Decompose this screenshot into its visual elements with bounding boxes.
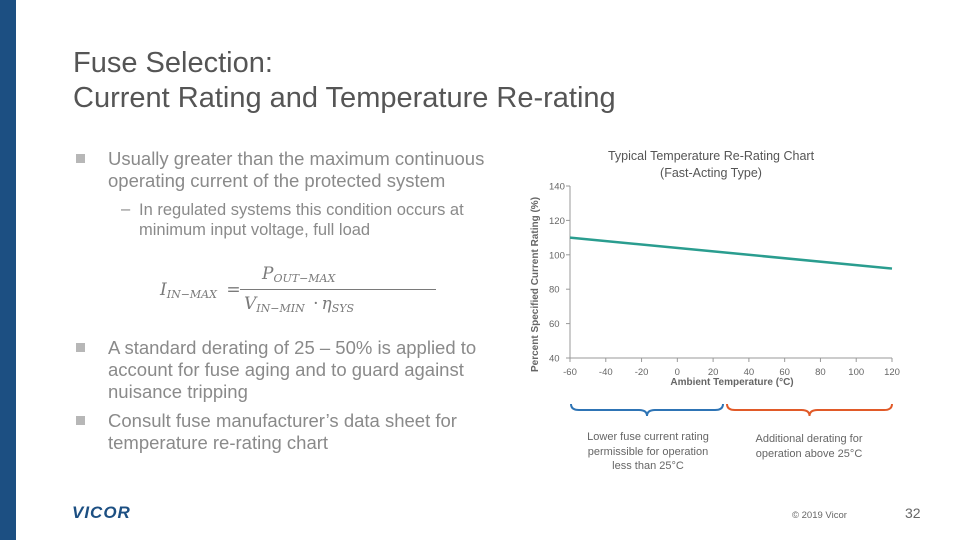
left-note-line-1: Lower fuse current rating <box>587 431 709 443</box>
bullet-2-line-1: A standard derating of 25 – 50% is appli… <box>108 337 477 358</box>
formula-lhs-var: I <box>160 280 167 300</box>
formula-equals: = <box>226 280 241 300</box>
left-note-line-2: permissible for operation <box>587 445 709 458</box>
chart-y-axis-label: Percent Specified Current Rating (%) <box>530 196 541 372</box>
formula-lhs: IIN−MAX = <box>160 280 241 301</box>
bullet-marker <box>76 343 85 352</box>
y-tick-label: 140 <box>549 182 565 193</box>
bullet-marker <box>76 154 85 163</box>
formula-den-var2: η <box>321 294 332 314</box>
left-accent-bar <box>0 0 16 540</box>
bullet-2-line-3: nuisance tripping <box>108 381 248 402</box>
formula-den-sub: IN−MIN <box>256 302 305 315</box>
vicor-logo: VICOR <box>72 503 131 522</box>
sub-bullet-1-text: In regulated systems this condition occu… <box>139 201 464 240</box>
brace-below-25c <box>570 403 724 417</box>
chart-x-axis-label: Ambient Temperature (°C) <box>670 377 794 388</box>
bullet-marker <box>76 416 85 425</box>
brace-above-25c <box>726 403 893 417</box>
left-note-line-3: less than 25°C <box>612 460 684 472</box>
chart-subtitle-line: (Fast-Acting Type) <box>660 166 762 180</box>
bullet-3-text: Consult fuse manufacturer’s data sheet f… <box>108 410 457 454</box>
chart-title-line: Typical Temperature Re-Rating Chart <box>607 149 815 163</box>
y-tick-label: 100 <box>549 250 565 261</box>
page-title: Fuse Selection: Current Rating and Tempe… <box>73 46 616 116</box>
bullet-1-line-2: operating current of the protected syste… <box>108 170 446 191</box>
copyright-text: © 2019 Vicor <box>792 510 847 521</box>
formula-den-var: V <box>244 294 257 314</box>
bullet-1-line-1: Usually greater than the maximum continu… <box>108 148 485 169</box>
right-note-line-1: Additional derating for <box>755 433 863 445</box>
chart-title: Typical Temperature Re-Rating Chart (Fas… <box>560 148 862 182</box>
title-line-2: Current Rating and Temperature Re-rating <box>73 82 616 114</box>
sub-bullet-1-line-2: minimum input voltage, full load <box>139 220 371 239</box>
series-line-rerating <box>569 236 893 270</box>
right-brace-note: Additional derating for operation above … <box>732 432 886 461</box>
formula-numerator: POUT−MAX <box>262 264 335 285</box>
formula-lhs-sub: IN−MAX <box>166 288 217 301</box>
bullet-2-text: A standard derating of 25 – 50% is appli… <box>108 337 476 403</box>
y-tick-label: 60 <box>549 319 560 330</box>
sub-bullet-1-line-1: In regulated systems this condition occu… <box>139 201 464 219</box>
formula-den-dot: · <box>313 294 319 314</box>
formula-num-sub: OUT−MAX <box>273 272 336 285</box>
title-line-1: Fuse Selection: <box>73 47 273 79</box>
y-tick-label: 120 <box>549 216 565 227</box>
formula-den-sub2: SYS <box>331 302 355 315</box>
y-tick-label: 40 <box>549 354 560 365</box>
bullet-3-line-1: Consult fuse manufacturer’s data sheet f… <box>108 410 457 431</box>
bullet-1-text: Usually greater than the maximum continu… <box>108 148 484 192</box>
formula-fraction-bar <box>240 289 436 290</box>
left-brace-note: Lower fuse current rating permissible fo… <box>570 430 726 474</box>
x-tick-label: -60 <box>563 367 577 378</box>
sub-bullet-dash: – <box>121 200 131 218</box>
formula-num-var: P <box>262 264 274 284</box>
bullet-3-line-2: temperature re-rating chart <box>108 432 329 453</box>
y-tick-label: 80 <box>549 285 560 296</box>
formula-denominator: VIN−MIN · ηSYS <box>244 294 354 315</box>
x-tick-label: 120 <box>884 367 900 378</box>
right-note-line-2: operation above 25°C <box>755 447 863 460</box>
page-number: 32 <box>905 505 921 521</box>
bullet-2-line-2: account for fuse aging and to guard agai… <box>108 359 464 380</box>
